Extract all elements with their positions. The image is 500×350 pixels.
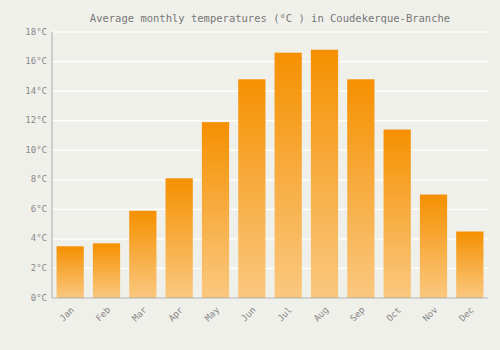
y-tick-label: 10°C — [25, 145, 47, 155]
grid-line — [52, 120, 488, 121]
x-tick-label: Mar — [130, 304, 149, 323]
y-axis-line — [52, 32, 53, 298]
y-tick-label: 8°C — [31, 174, 47, 184]
y-tick-label: 0°C — [31, 293, 47, 303]
y-tick-label: 14°C — [25, 86, 47, 96]
bar — [202, 122, 229, 298]
x-tick-label: Nov — [421, 305, 440, 324]
chart-container: 0°C 2°C 4°C 6°C 8°C 10°C 12°C 14°C 16°C 18°C Jan Fe… — [0, 0, 500, 350]
bar — [456, 232, 483, 299]
x-tick-label: Sep — [348, 305, 367, 324]
x-tick-label: Dec — [457, 305, 476, 324]
x-tick-label: Jul — [276, 305, 295, 324]
x-axis-line — [52, 298, 488, 299]
chart-svg: 0°C 2°C 4°C 6°C 8°C 10°C 12°C 14°C 16°C 18°C Jan Fe… — [0, 0, 500, 350]
title: Average monthly temperatures (°C ) in Co… — [90, 12, 450, 24]
x-tick-label: May — [203, 304, 222, 323]
bars — [57, 50, 484, 298]
bar — [238, 79, 265, 298]
grid-line — [52, 179, 488, 180]
y-tick-label: 2°C — [31, 263, 47, 273]
y-tick-label: 16°C — [25, 56, 47, 66]
bar — [420, 195, 447, 298]
y-tick-label: 18°C — [25, 27, 47, 37]
y-tick-label: 12°C — [25, 115, 47, 125]
bar — [275, 53, 302, 298]
grid — [52, 32, 488, 298]
grid-line — [52, 61, 488, 62]
x-tick-label: Oct — [385, 305, 404, 324]
bar — [129, 211, 156, 298]
bar — [93, 243, 120, 298]
bar — [347, 79, 374, 298]
grid-line — [52, 150, 488, 151]
x-tick-label: Aug — [312, 305, 331, 324]
x-tick-label: Apr — [167, 304, 186, 323]
bar — [166, 178, 193, 298]
background — [0, 0, 500, 350]
y-tick-label: 6°C — [31, 204, 47, 214]
grid-line — [52, 31, 488, 32]
bar — [57, 246, 84, 298]
bar — [384, 130, 411, 298]
y-tick-label: 4°C — [31, 233, 47, 243]
x-tick-label: Jan — [58, 305, 77, 324]
x-tick-label: Jun — [239, 305, 258, 324]
x-tick-label: Feb — [94, 305, 113, 324]
grid-line — [52, 91, 488, 92]
bar — [311, 50, 338, 298]
